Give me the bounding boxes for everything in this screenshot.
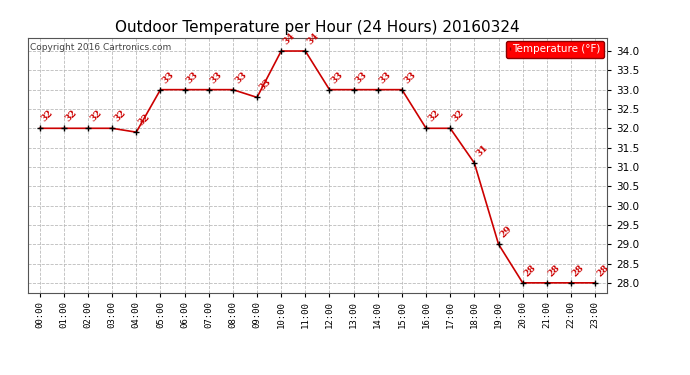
Text: 33: 33 (257, 77, 273, 93)
Text: 33: 33 (353, 70, 369, 85)
Text: 34: 34 (282, 31, 297, 46)
Text: 33: 33 (208, 70, 224, 85)
Text: 28: 28 (523, 263, 538, 278)
Text: Copyright 2016 Cartronics.com: Copyright 2016 Cartronics.com (30, 43, 172, 52)
Text: 32: 32 (63, 108, 79, 124)
Legend: Temperature (°F): Temperature (°F) (506, 40, 604, 58)
Text: 33: 33 (184, 70, 200, 85)
Text: 29: 29 (498, 224, 514, 240)
Text: 28: 28 (595, 263, 611, 278)
Text: 33: 33 (160, 70, 176, 85)
Text: 34: 34 (305, 31, 321, 46)
Text: 32: 32 (112, 108, 128, 124)
Text: 33: 33 (402, 70, 417, 85)
Text: 32: 32 (39, 108, 55, 124)
Text: 28: 28 (571, 263, 586, 278)
Text: 28: 28 (546, 263, 562, 278)
Text: 33: 33 (330, 70, 345, 85)
Text: 33: 33 (378, 70, 393, 85)
Text: 31: 31 (475, 143, 490, 158)
Text: 32: 32 (88, 108, 104, 124)
Title: Outdoor Temperature per Hour (24 Hours) 20160324: Outdoor Temperature per Hour (24 Hours) … (115, 20, 520, 35)
Text: 33: 33 (233, 70, 248, 85)
Text: 32: 32 (136, 112, 152, 128)
Text: 32: 32 (426, 108, 442, 124)
Text: 32: 32 (450, 108, 466, 124)
